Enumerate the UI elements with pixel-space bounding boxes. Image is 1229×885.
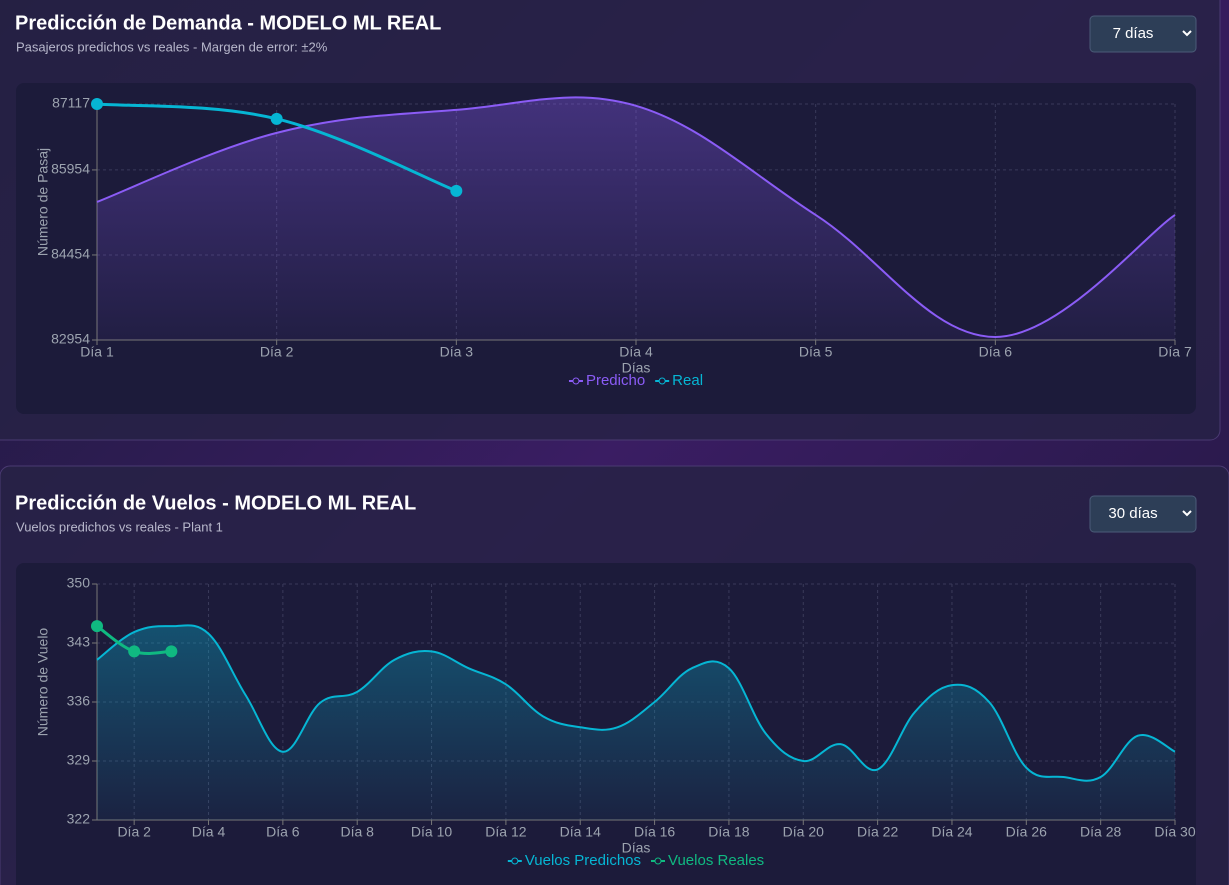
x-tick-label: Día 1 [80, 344, 114, 360]
legend-label: Real [672, 372, 703, 389]
chart-title: Predicción de Vuelos - MODELO ML REAL [15, 492, 416, 514]
legend-label: Vuelos Predichos [525, 852, 641, 869]
legend-swatch-dot [654, 857, 662, 865]
point [450, 184, 463, 197]
x-axis-label: Días [622, 360, 651, 376]
y-axis-label: Número de Pasaj [35, 148, 51, 256]
y-tick-label: 82954 [51, 331, 90, 347]
x-tick-label: Día 30 [1154, 824, 1195, 840]
legend-swatch-dot [572, 377, 580, 385]
point [91, 98, 103, 110]
y-tick-label: 87117 [52, 95, 90, 111]
legend-swatch-dot [658, 377, 666, 385]
x-tick-label: Día 28 [1080, 824, 1121, 840]
legend-label: Predicho [586, 372, 645, 389]
y-tick-label: 329 [67, 752, 91, 768]
line [96, 624, 1176, 782]
x-tick-label: Día 12 [485, 824, 526, 840]
chart-title: Predicción de Demanda - MODELO ML REAL [15, 12, 441, 34]
point [128, 645, 141, 658]
x-tick-label: Día 20 [783, 824, 824, 840]
x-tick-label: Día 10 [411, 824, 452, 840]
selector-label[interactable]: 30 días [1108, 505, 1157, 522]
y-tick-label: 85954 [51, 161, 90, 177]
y-tick-label: 84454 [51, 246, 90, 262]
y-tick-label: 322 [67, 811, 91, 827]
x-tick-label: Día 6 [266, 824, 300, 840]
legend-label: Vuelos Reales [668, 852, 764, 869]
chart-subtitle: Pasajeros predichos vs reales - Margen d… [16, 39, 328, 54]
legend: Vuelos Predichos Vuelos Reales [507, 852, 764, 869]
point [270, 112, 283, 125]
x-tick-label: Día 4 [192, 824, 226, 840]
legend-swatch-dot [511, 857, 519, 865]
x-tick-label: Día 2 [260, 344, 294, 360]
y-tick-label: 336 [67, 693, 91, 709]
x-tick-label: Día 26 [1006, 824, 1047, 840]
x-tick-label: Día 22 [857, 824, 898, 840]
chart-subtitle: Vuelos predichos vs reales - Plant 1 [16, 519, 223, 534]
x-tick-label: Día 7 [1158, 344, 1192, 360]
period-selector[interactable]: 7 días [1089, 15, 1197, 53]
x-tick-label: Día 3 [440, 344, 474, 360]
area [97, 625, 1175, 820]
area [97, 97, 1175, 340]
selector-chevron[interactable] [1182, 30, 1192, 37]
point [91, 620, 103, 633]
x-tick-label: Día 18 [708, 824, 749, 840]
selector-box[interactable] [1089, 15, 1197, 53]
x-tick-label: Día 24 [931, 824, 972, 840]
x-tick-label: Día 14 [560, 824, 601, 840]
y-tick-label: 343 [67, 634, 91, 650]
selector-chevron[interactable] [1182, 510, 1192, 517]
legend: Predicho Real [568, 372, 703, 389]
x-tick-label: Día 8 [340, 824, 374, 840]
point [165, 645, 178, 658]
selector-box[interactable] [1089, 495, 1197, 533]
x-tick-label: Día 6 [979, 344, 1013, 360]
x-tick-label: Día 5 [799, 344, 833, 360]
x-axis-label: Días [622, 840, 651, 856]
x-tick-label: Día 4 [619, 344, 653, 360]
period-selector[interactable]: 30 días [1089, 495, 1197, 533]
x-tick-label: Día 2 [117, 824, 151, 840]
y-axis-label: Número de Vuelo [35, 628, 51, 737]
y-tick-label: 350 [67, 575, 91, 591]
x-tick-label: Día 16 [634, 824, 675, 840]
selector-label[interactable]: 7 días [1113, 25, 1154, 42]
line [96, 96, 1176, 338]
